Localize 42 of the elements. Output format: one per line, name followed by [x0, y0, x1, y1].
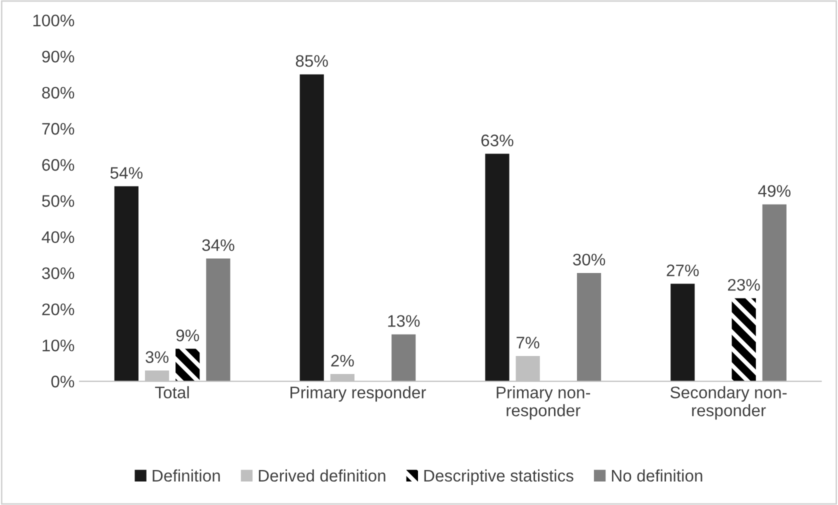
data-label: 3%	[146, 351, 168, 363]
y-tick-label: 70%	[42, 122, 74, 135]
data-label: 54%	[110, 167, 143, 179]
y-tick-label: 90%	[42, 50, 74, 63]
x-tick-label: Secondary non- responder	[670, 386, 787, 420]
bar	[762, 204, 786, 382]
bar	[176, 348, 200, 382]
data-label: 85%	[296, 55, 328, 67]
y-tick-label: 10%	[42, 340, 74, 352]
y-tick-label: 40%	[42, 231, 74, 244]
bar	[732, 298, 756, 382]
legend-label: Descriptive statistics	[424, 469, 574, 485]
y-tick-label: 20%	[42, 303, 74, 316]
data-label: 27%	[666, 264, 699, 276]
bar	[485, 154, 510, 382]
data-label: 13%	[388, 315, 420, 327]
data-label: 2%	[331, 354, 354, 367]
legend-label: Derived definition	[258, 469, 386, 482]
data-label: 34%	[202, 239, 234, 252]
y-tick-label: 50%	[42, 195, 74, 207]
y-tick-label: 100%	[33, 14, 74, 26]
bar	[576, 272, 602, 382]
x-tick-label: Primary responder	[290, 386, 426, 402]
data-label: 23%	[728, 278, 760, 291]
data-label: 30%	[572, 254, 606, 266]
x-tick-label: Total	[155, 386, 189, 398]
bar	[114, 186, 138, 382]
data-label: 49%	[758, 185, 791, 197]
legend-label: Definition	[152, 469, 220, 482]
bar	[392, 334, 416, 382]
y-tick-label: 60%	[42, 159, 74, 171]
data-label: 9%	[176, 330, 200, 342]
y-tick-label: 0%	[51, 376, 74, 388]
y-tick-label: 30%	[42, 267, 74, 280]
bar	[206, 258, 230, 382]
data-label: 63%	[481, 134, 514, 146]
bar	[670, 284, 695, 382]
bar	[300, 74, 324, 382]
x-tick-label: Primary non- responder	[496, 386, 590, 420]
y-tick-label: 80%	[42, 86, 74, 99]
legend-label: No definition	[612, 469, 702, 482]
data-label: 7%	[516, 336, 540, 348]
